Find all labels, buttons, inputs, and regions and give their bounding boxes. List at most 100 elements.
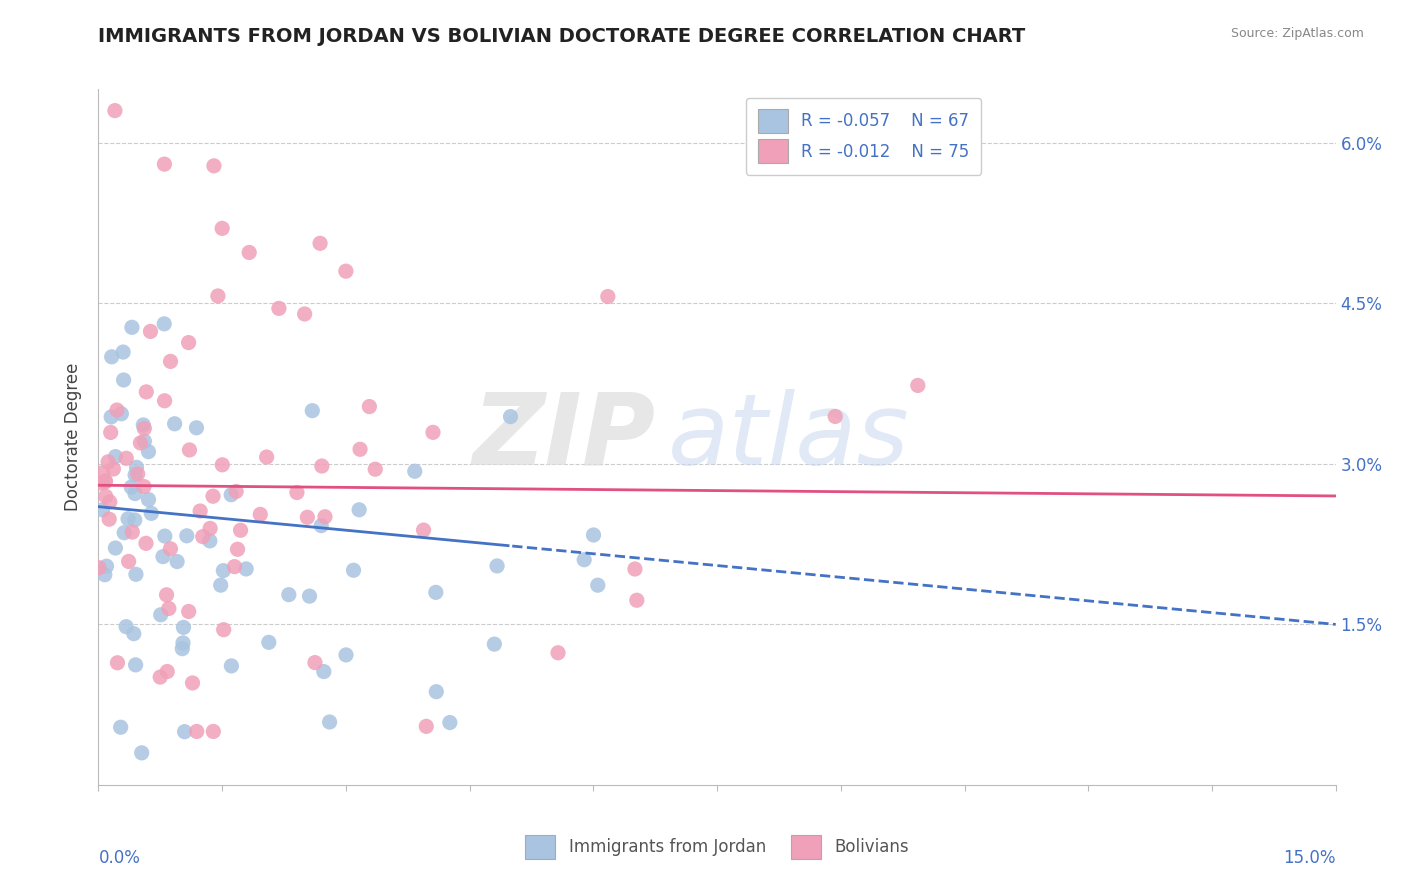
Point — [309, 518, 332, 533]
Point — [211, 221, 233, 235]
Text: IMMIGRANTS FROM JORDAN VS BOLIVIAN DOCTORATE DEGREE CORRELATION CHART: IMMIGRANTS FROM JORDAN VS BOLIVIAN DOCTO… — [98, 27, 1025, 45]
Point — [249, 508, 271, 522]
Point — [96, 559, 118, 574]
Point — [91, 503, 114, 517]
Point — [285, 485, 308, 500]
Point — [201, 489, 224, 503]
Point — [115, 451, 138, 466]
Point — [335, 648, 357, 662]
Point — [226, 542, 249, 557]
Point — [100, 425, 122, 440]
Point — [425, 684, 447, 698]
Point — [152, 549, 174, 564]
Point — [335, 264, 357, 278]
Point — [110, 407, 132, 421]
Point — [124, 513, 146, 527]
Point — [186, 421, 208, 435]
Point — [229, 523, 252, 537]
Point — [349, 442, 371, 457]
Point — [211, 458, 233, 472]
Point — [94, 475, 117, 489]
Point — [311, 458, 333, 473]
Text: 0.0%: 0.0% — [98, 849, 141, 867]
Point — [309, 236, 332, 251]
Point — [212, 623, 235, 637]
Point — [177, 335, 200, 350]
Point — [157, 601, 180, 615]
Point — [172, 636, 194, 650]
Point — [202, 159, 225, 173]
Point — [122, 626, 145, 640]
Point — [153, 393, 176, 408]
Point — [125, 460, 148, 475]
Text: 15.0%: 15.0% — [1284, 849, 1336, 867]
Point — [131, 746, 153, 760]
Point — [177, 605, 200, 619]
Y-axis label: Doctorate Degree: Doctorate Degree — [65, 363, 83, 511]
Point — [134, 434, 156, 449]
Point — [132, 479, 155, 493]
Point — [297, 510, 319, 524]
Point — [138, 492, 160, 507]
Point — [129, 436, 152, 450]
Point — [112, 373, 135, 387]
Point — [422, 425, 444, 440]
Point — [415, 719, 437, 733]
Point — [359, 400, 381, 414]
Point — [626, 593, 648, 607]
Point — [104, 103, 127, 118]
Point — [90, 476, 112, 491]
Point — [198, 533, 221, 548]
Text: Source: ZipAtlas.com: Source: ZipAtlas.com — [1230, 27, 1364, 40]
Point — [267, 301, 290, 316]
Point — [153, 529, 176, 543]
Point — [172, 641, 194, 656]
Point — [342, 563, 364, 577]
Point — [138, 444, 160, 458]
Point — [486, 558, 509, 573]
Point — [104, 541, 127, 555]
Point — [186, 724, 208, 739]
Point — [149, 670, 172, 684]
Point — [181, 676, 204, 690]
Point — [100, 350, 122, 364]
Point — [98, 495, 121, 509]
Point — [124, 657, 146, 672]
Point — [141, 507, 163, 521]
Point — [439, 715, 461, 730]
Point — [94, 567, 117, 582]
Point — [94, 489, 117, 503]
Point — [173, 724, 195, 739]
Point — [127, 467, 149, 481]
Point — [153, 157, 176, 171]
Point — [586, 578, 609, 592]
Point — [139, 325, 162, 339]
Point — [117, 554, 139, 568]
Point — [238, 245, 260, 260]
Point — [176, 529, 198, 543]
Point — [132, 417, 155, 432]
Text: atlas: atlas — [668, 389, 910, 485]
Point — [100, 409, 122, 424]
Point — [159, 354, 181, 368]
Point — [202, 724, 225, 739]
Point — [98, 512, 121, 526]
Point — [212, 564, 235, 578]
Point — [125, 567, 148, 582]
Point — [121, 525, 143, 540]
Point — [198, 521, 221, 535]
Point — [107, 656, 129, 670]
Point — [135, 384, 157, 399]
Text: ZIP: ZIP — [472, 389, 655, 485]
Point — [134, 421, 156, 435]
Point — [104, 450, 127, 464]
Point — [404, 464, 426, 478]
Point — [219, 488, 242, 502]
Point — [574, 552, 596, 566]
Point — [225, 484, 247, 499]
Point — [110, 720, 132, 734]
Point — [907, 378, 929, 392]
Point — [347, 502, 370, 516]
Point — [120, 480, 142, 494]
Point — [256, 450, 278, 464]
